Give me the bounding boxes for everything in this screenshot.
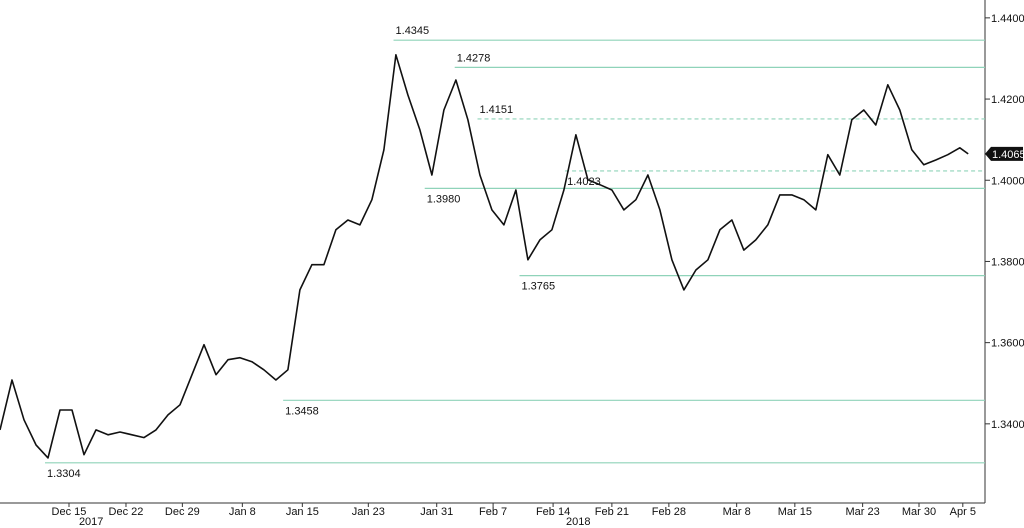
x-tick-label: Feb 14: [536, 506, 570, 518]
last-price-label: 1.4065: [992, 149, 1024, 161]
x-tick-label: Dec 22: [109, 506, 144, 518]
level-label: 1.3458: [285, 405, 319, 417]
level-label: 1.3304: [47, 468, 81, 480]
level-label: 1.3765: [521, 281, 555, 293]
level-label: 1.4023: [567, 176, 601, 188]
x-tick-label: Dec 15: [52, 506, 87, 518]
y-tick-label: 1.3600: [991, 338, 1024, 350]
y-tick-label: 1.3800: [991, 256, 1024, 268]
x-tick-label: Feb 21: [595, 506, 629, 518]
x-tick-label: Jan 23: [352, 506, 385, 518]
y-tick-label: 1.3400: [991, 419, 1024, 431]
x-tick-label: Mar 30: [902, 506, 936, 518]
level-label: 1.3980: [427, 193, 461, 205]
last-price-box: [985, 146, 1023, 161]
level-label: 1.4151: [480, 104, 514, 116]
y-tick-label: 1.4400: [991, 13, 1024, 25]
price-line: [0, 54, 969, 459]
year-label: 2017: [79, 516, 103, 528]
x-tick-label: Mar 15: [778, 506, 812, 518]
level-label: 1.4278: [457, 52, 491, 64]
x-tick-label: Jan 8: [229, 506, 256, 518]
year-label: 2018: [566, 516, 590, 528]
y-tick-label: 1.4000: [991, 175, 1024, 187]
x-tick-label: Mar 23: [845, 506, 879, 518]
y-tick-label: 1.4200: [991, 94, 1024, 106]
x-tick-label: Jan 31: [420, 506, 453, 518]
x-tick-label: Jan 15: [286, 506, 319, 518]
x-tick-label: Dec 29: [165, 506, 200, 518]
x-tick-label: Feb 7: [479, 506, 507, 518]
x-tick-label: Mar 8: [723, 506, 751, 518]
x-tick-label: Feb 28: [652, 506, 686, 518]
level-label: 1.4345: [396, 25, 430, 37]
x-tick-label: Apr 5: [950, 506, 976, 518]
